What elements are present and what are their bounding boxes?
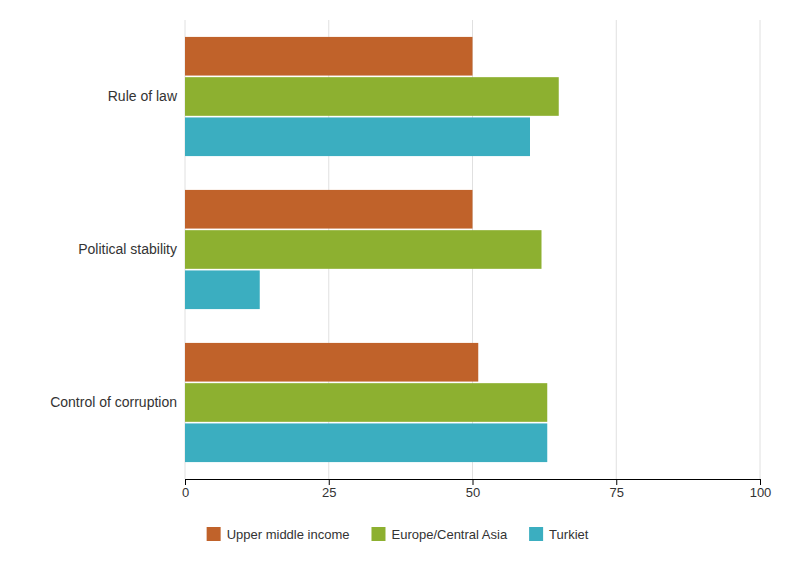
tick: 100: [750, 479, 772, 500]
bar: [185, 343, 478, 382]
bar: [185, 77, 559, 116]
tick: Rule of law: [108, 88, 178, 104]
tick-mark: [329, 479, 330, 485]
tick: Control of corruption: [50, 394, 177, 410]
tick: Political stability: [78, 241, 177, 257]
bar: [185, 37, 473, 76]
legend-label: Europe/Central Asia: [391, 527, 507, 542]
tick-label: Political stability: [78, 241, 177, 257]
bar: [185, 383, 547, 422]
tick: 0: [182, 479, 189, 500]
chart: 0 25 50 75 100 Rule of law Political stability…: [0, 0, 795, 564]
legend-swatch: [207, 527, 221, 541]
bar-series: [185, 117, 547, 462]
y-axis: Rule of law Political stability Control of…: [50, 88, 178, 410]
tick-label: Control of corruption: [50, 394, 177, 410]
tick-mark: [473, 479, 474, 485]
tick-label: Rule of law: [108, 88, 178, 104]
tick-mark: [760, 479, 761, 485]
grid: [185, 20, 760, 479]
grid-line: [760, 20, 761, 479]
tick-label: 75: [610, 485, 624, 500]
tick: 75: [610, 479, 624, 500]
tick-label: 0: [182, 485, 189, 500]
legend-swatch: [529, 527, 543, 541]
legend-label: Turkiet: [549, 527, 589, 542]
tick-label: 100: [750, 485, 772, 500]
bar: [185, 117, 530, 156]
bar-series: [185, 77, 559, 422]
legend-item: Europe/Central Asia: [371, 527, 507, 542]
tick-label: 25: [322, 485, 336, 500]
axis-line: [186, 480, 761, 486]
legend-label: Upper middle income: [227, 527, 350, 542]
x-axis: 0 25 50 75 100: [182, 479, 771, 500]
bar: [185, 423, 547, 462]
legend-item: Turkiet: [529, 527, 589, 542]
grid-line: [616, 20, 617, 479]
tick: 25: [322, 479, 336, 500]
legend-swatch: [371, 527, 385, 541]
tick-mark: [185, 479, 186, 485]
legend: Upper middle income Europe/Central Asia Tu…: [207, 527, 589, 542]
tick-mark: [616, 479, 617, 485]
legend-item: Upper middle income: [207, 527, 350, 542]
tick: 50: [466, 479, 480, 500]
bar: [185, 230, 542, 269]
bar: [185, 270, 260, 309]
tick-label: 50: [466, 485, 480, 500]
plot: 0 25 50 75 100 Rule of law Political stability…: [50, 20, 771, 500]
bars: [185, 37, 559, 462]
bar: [185, 190, 473, 229]
